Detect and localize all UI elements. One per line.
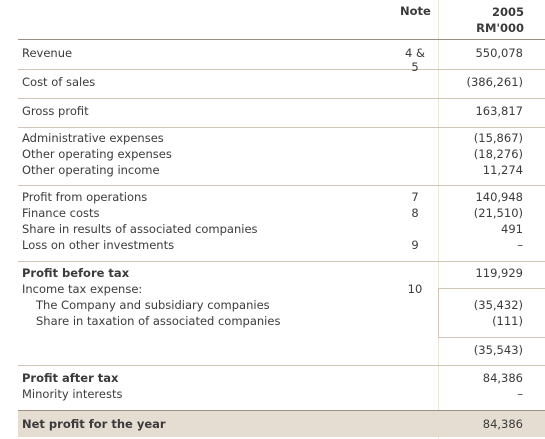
row-label: Gross profit — [22, 104, 89, 118]
table-row: Share in results of associated companies… — [0, 222, 545, 238]
row-label: Revenue — [22, 46, 73, 60]
row-value: 84,386 — [482, 417, 523, 431]
divider-rule — [18, 365, 545, 366]
row-value: (21,510) — [473, 206, 523, 220]
year-column-header: 2005 RM'000 — [470, 4, 524, 36]
table-row: Profit after tax 84,386 — [0, 371, 545, 387]
net-profit-band — [18, 411, 545, 437]
table-row: Revenue 4 & 5 550,078 — [0, 46, 545, 74]
bracket-top-rule — [438, 288, 545, 289]
row-label: Loss on other investments — [22, 238, 175, 252]
row-label: Other operating income — [22, 163, 160, 177]
row-note: 10 — [407, 282, 423, 296]
table-row: Other operating expenses (18,276) — [0, 147, 545, 163]
row-label: Administrative expenses — [22, 131, 164, 145]
table-row: Minority interests – — [0, 387, 545, 403]
row-label: Profit after tax — [22, 371, 119, 385]
table-row: Net profit for the year 84,386 — [0, 417, 545, 433]
row-value: – — [517, 238, 523, 252]
table-row: Administrative expenses (15,867) — [0, 131, 545, 147]
unit-label: RM'000 — [476, 21, 524, 35]
note-column-header: Note — [400, 4, 431, 18]
divider-rule — [18, 261, 545, 262]
row-label: Net profit for the year — [22, 417, 166, 431]
row-value: 163,817 — [475, 104, 523, 118]
row-value: 119,929 — [475, 266, 523, 280]
row-value: 140,948 — [475, 190, 523, 204]
header-rule — [18, 39, 545, 40]
table-row: (35,543) — [0, 343, 545, 359]
row-value: (18,276) — [473, 147, 523, 161]
row-value: 550,078 — [475, 46, 523, 60]
table-row: Profit before tax 119,929 — [0, 266, 545, 282]
table-row: Income tax expense: 10 — [0, 282, 545, 298]
table-row: Profit from operations 7 140,948 — [0, 190, 545, 206]
table-row: Other operating income 11,274 — [0, 163, 545, 179]
table-row: The Company and subsidiary companies (35… — [0, 298, 545, 314]
bracket-left-rule — [438, 288, 439, 338]
row-label: Income tax expense: — [22, 282, 143, 296]
row-label: Minority interests — [22, 387, 123, 401]
row-value: 84,386 — [482, 371, 523, 385]
table-row: Finance costs 8 (21,510) — [0, 206, 545, 222]
table-row: Cost of sales (386,261) — [0, 75, 545, 91]
row-label: Finance costs — [22, 206, 100, 220]
row-label: Share in results of associated companies — [22, 222, 258, 236]
divider-rule — [18, 185, 545, 186]
divider-rule — [18, 98, 545, 99]
row-value: (386,261) — [466, 75, 523, 89]
table-row: Share in taxation of associated companie… — [0, 314, 545, 330]
row-value: 11,274 — [482, 163, 523, 177]
divider-rule — [18, 69, 545, 70]
table-row: Gross profit 163,817 — [0, 104, 545, 120]
row-label: Profit before tax — [22, 266, 130, 280]
divider-rule — [18, 410, 545, 411]
row-value: – — [517, 387, 523, 401]
row-note: 7 — [411, 190, 419, 204]
row-label: Cost of sales — [22, 75, 96, 89]
row-note: 4 & 5 — [405, 46, 425, 74]
row-note: 8 — [411, 206, 419, 220]
row-label: The Company and subsidiary companies — [36, 298, 270, 312]
year-label: 2005 — [491, 5, 524, 19]
row-note: 9 — [411, 238, 419, 252]
row-value: (111) — [492, 314, 523, 328]
row-label: Share in taxation of associated companie… — [36, 314, 281, 328]
row-value: (35,432) — [473, 298, 523, 312]
row-value: (15,867) — [473, 131, 523, 145]
divider-rule — [18, 127, 545, 128]
row-label: Profit from operations — [22, 190, 148, 204]
row-label: Other operating expenses — [22, 147, 172, 161]
column-divider — [438, 0, 439, 439]
table-row: Loss on other investments 9 – — [0, 238, 545, 254]
row-value: 491 — [501, 222, 523, 236]
row-value: (35,543) — [473, 343, 523, 357]
bracket-bottom-rule — [438, 337, 545, 338]
